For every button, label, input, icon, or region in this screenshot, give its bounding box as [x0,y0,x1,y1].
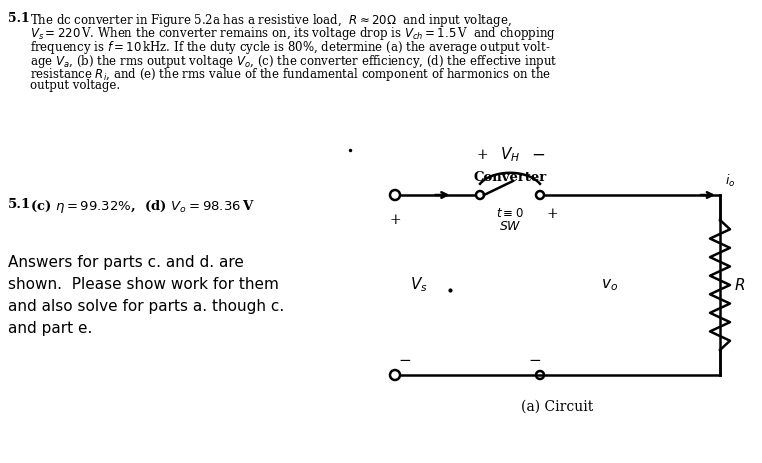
Text: 5.1: 5.1 [8,198,31,211]
Text: (c) $\eta = 99.32\%$,  (d) $V_o = 98.36\,$V: (c) $\eta = 99.32\%$, (d) $V_o = 98.36\,… [30,198,255,215]
Text: age $V_a$, (b) the rms output voltage $V_o$, (c) the converter efficiency, (d) t: age $V_a$, (b) the rms output voltage $V… [30,52,558,69]
Text: Converter: Converter [473,171,546,184]
Text: and also solve for parts a. though c.: and also solve for parts a. though c. [8,299,284,314]
Text: shown.  Please show work for them: shown. Please show work for them [8,277,279,292]
Text: −: − [531,146,545,163]
Text: −: − [399,354,411,368]
Text: The dc converter in Figure 5.2a has a resistive load,  $R \approx 20\Omega$  and: The dc converter in Figure 5.2a has a re… [30,12,511,29]
Text: $R$: $R$ [734,277,745,293]
Text: Answers for parts c. and d. are: Answers for parts c. and d. are [8,255,244,270]
Text: $V_H$: $V_H$ [500,146,520,164]
Text: +: + [546,207,558,221]
Text: $v_o$: $v_o$ [601,277,619,293]
Text: resistance $R_i$, and (e) the rms value of the fundamental component of harmonic: resistance $R_i$, and (e) the rms value … [30,66,552,83]
Text: $SW$: $SW$ [498,220,521,233]
Text: +: + [389,213,401,227]
Text: frequency is $f = 10\,$kHz. If the duty cycle is 80%, determine (a) the average : frequency is $f = 10\,$kHz. If the duty … [30,39,550,56]
Text: 5.1: 5.1 [8,12,30,25]
Text: $V_s = 220\,$V. When the converter remains on, its voltage drop is $V_{ch} = 1.5: $V_s = 220\,$V. When the converter remai… [30,25,556,43]
Text: and part e.: and part e. [8,321,92,336]
Text: $V_s$: $V_s$ [410,275,427,294]
Text: $t \equiv 0$: $t \equiv 0$ [496,207,523,220]
Text: −: − [529,354,541,368]
Text: $i_o$: $i_o$ [725,173,735,189]
Text: output voltage.: output voltage. [30,80,120,93]
Text: (a) Circuit: (a) Circuit [521,400,594,414]
Text: +: + [476,148,488,162]
